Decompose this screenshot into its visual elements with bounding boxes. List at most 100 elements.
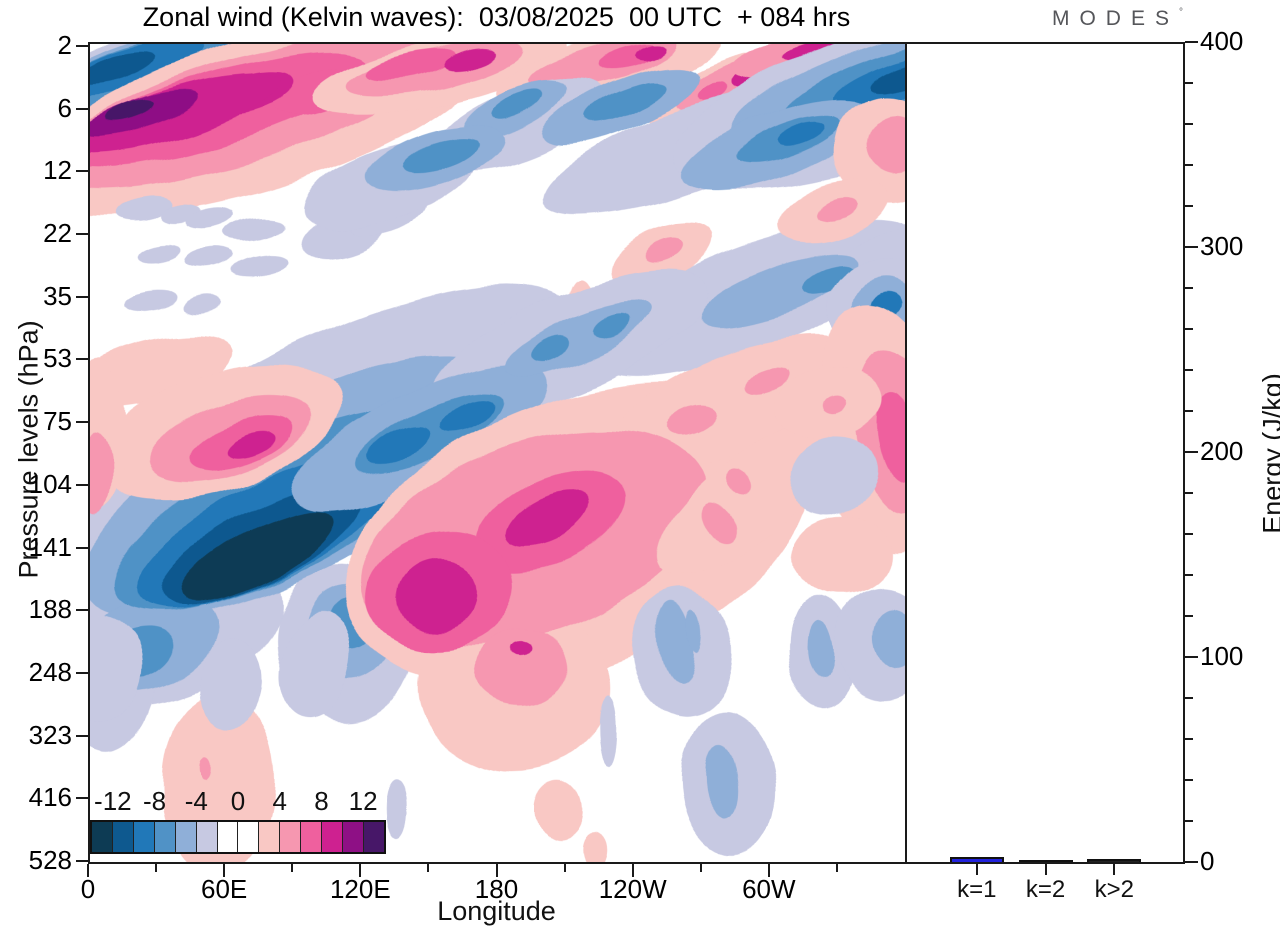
pressure-tick-label: 188 bbox=[28, 594, 72, 625]
colorbar-cell bbox=[258, 822, 280, 852]
energy-tick bbox=[1185, 451, 1198, 453]
contour-blob bbox=[138, 243, 182, 264]
pressure-tick-label: 6 bbox=[57, 92, 72, 123]
energy-minor-tick bbox=[1185, 574, 1193, 576]
energy-minor-tick bbox=[1185, 205, 1193, 207]
contour-blob bbox=[199, 757, 212, 780]
colorbar-cell bbox=[195, 822, 217, 852]
colorbar bbox=[90, 820, 386, 854]
contour-blob bbox=[644, 239, 683, 264]
contour-blob bbox=[607, 335, 860, 471]
energy-minor-tick bbox=[1185, 328, 1193, 330]
energy-bar bbox=[1018, 859, 1073, 862]
contour-blob bbox=[511, 642, 532, 657]
contour-blob bbox=[441, 398, 493, 432]
longitude-minor-tick bbox=[291, 864, 294, 872]
contour-blob bbox=[776, 121, 824, 146]
contour-blob bbox=[90, 51, 159, 85]
pressure-tick-label: 141 bbox=[28, 531, 72, 562]
contour-blob bbox=[701, 503, 736, 543]
contour-blob bbox=[725, 468, 751, 497]
contour-blob bbox=[365, 48, 454, 79]
energy-tick-label: 200 bbox=[1200, 436, 1244, 466]
contour-blob bbox=[367, 424, 432, 466]
contour-blob bbox=[866, 113, 905, 174]
contour-blob bbox=[801, 266, 855, 297]
energy-minor-tick bbox=[1185, 123, 1193, 125]
pressure-tick bbox=[76, 671, 88, 674]
pressure-tick bbox=[76, 421, 88, 424]
pressure-tick-label: 53 bbox=[43, 343, 72, 374]
contour-blob bbox=[507, 491, 591, 547]
contour-blob bbox=[185, 247, 235, 270]
colorbar-cell bbox=[237, 822, 259, 852]
pressure-tick-label: 35 bbox=[43, 280, 72, 311]
contour-blob bbox=[232, 254, 288, 277]
energy-minor-tick bbox=[1185, 369, 1193, 371]
energy-tick-label: 400 bbox=[1200, 26, 1244, 56]
colorbar-tick-label: 0 bbox=[230, 786, 246, 816]
longitude-tick-label: 180 bbox=[474, 874, 519, 904]
contour-blob bbox=[747, 368, 790, 395]
colorbar-cell bbox=[300, 822, 322, 852]
colorbar-cell bbox=[174, 822, 196, 852]
energy-tick bbox=[1185, 41, 1198, 43]
modes-logo-degree-mark: ° bbox=[1179, 7, 1183, 18]
longitude-tick bbox=[631, 864, 634, 877]
colorbar-cell bbox=[111, 822, 133, 852]
contour-blob bbox=[806, 621, 833, 680]
contour-blob bbox=[795, 514, 891, 595]
longitude-minor-tick bbox=[699, 864, 702, 872]
contour-blob bbox=[530, 335, 572, 362]
longitude-tick-label: 0 bbox=[80, 874, 96, 904]
energy-minor-tick bbox=[1185, 820, 1193, 822]
colorbar-cell bbox=[132, 822, 154, 852]
pressure-tick bbox=[76, 546, 88, 549]
pressure-tick bbox=[76, 295, 88, 298]
contour-blob bbox=[580, 832, 607, 862]
contour-blob bbox=[581, 81, 666, 123]
longitude-tick bbox=[359, 864, 362, 877]
energy-minor-tick bbox=[1185, 164, 1193, 166]
contour-blob bbox=[597, 694, 616, 767]
colorbar-cell bbox=[279, 822, 301, 852]
colorbar-cell bbox=[153, 822, 175, 852]
modes-logo: MODES° bbox=[1052, 7, 1183, 31]
longitude-tick bbox=[87, 864, 89, 877]
longitude-tick bbox=[223, 864, 226, 877]
contour-blob bbox=[869, 57, 905, 91]
pressure-tick bbox=[76, 45, 88, 47]
contour-blob bbox=[706, 744, 737, 816]
pressure-tick bbox=[76, 170, 88, 173]
contour-blob bbox=[659, 600, 694, 685]
contour-blob bbox=[819, 197, 858, 221]
energy-tick bbox=[1185, 246, 1198, 248]
energy-minor-tick bbox=[1185, 287, 1193, 289]
energy-bar bbox=[1087, 858, 1142, 862]
contour-blob bbox=[180, 295, 220, 315]
contour-blob bbox=[199, 638, 260, 731]
energy-tick-label: 100 bbox=[1200, 641, 1244, 671]
contour-blob bbox=[441, 47, 497, 69]
plot-frame bbox=[88, 42, 1185, 864]
colorbar-tick-label: -4 bbox=[184, 786, 208, 816]
contour-blob bbox=[821, 396, 846, 415]
contour-blob bbox=[476, 629, 566, 706]
energy-bar-label: k>2 bbox=[1094, 876, 1134, 903]
pressure-tick-label: 22 bbox=[43, 218, 72, 249]
contour-blob bbox=[872, 607, 905, 670]
contour-blob bbox=[668, 405, 719, 437]
colorbar-tick-label: -12 bbox=[94, 786, 132, 816]
contour-blob bbox=[90, 615, 142, 720]
longitude-tick-label: 60E bbox=[201, 874, 248, 904]
energy-minor-tick bbox=[1185, 492, 1193, 494]
energy-bar-tick bbox=[1113, 864, 1116, 875]
pressure-tick bbox=[76, 860, 88, 862]
contour-blob bbox=[633, 44, 669, 61]
longitude-minor-tick bbox=[835, 864, 838, 872]
contour-blob bbox=[385, 779, 408, 838]
energy-bar-label: k=2 bbox=[1025, 876, 1066, 903]
contour-blob bbox=[402, 138, 476, 173]
contour-blob bbox=[396, 558, 476, 631]
energy-minor-tick bbox=[1185, 410, 1193, 412]
